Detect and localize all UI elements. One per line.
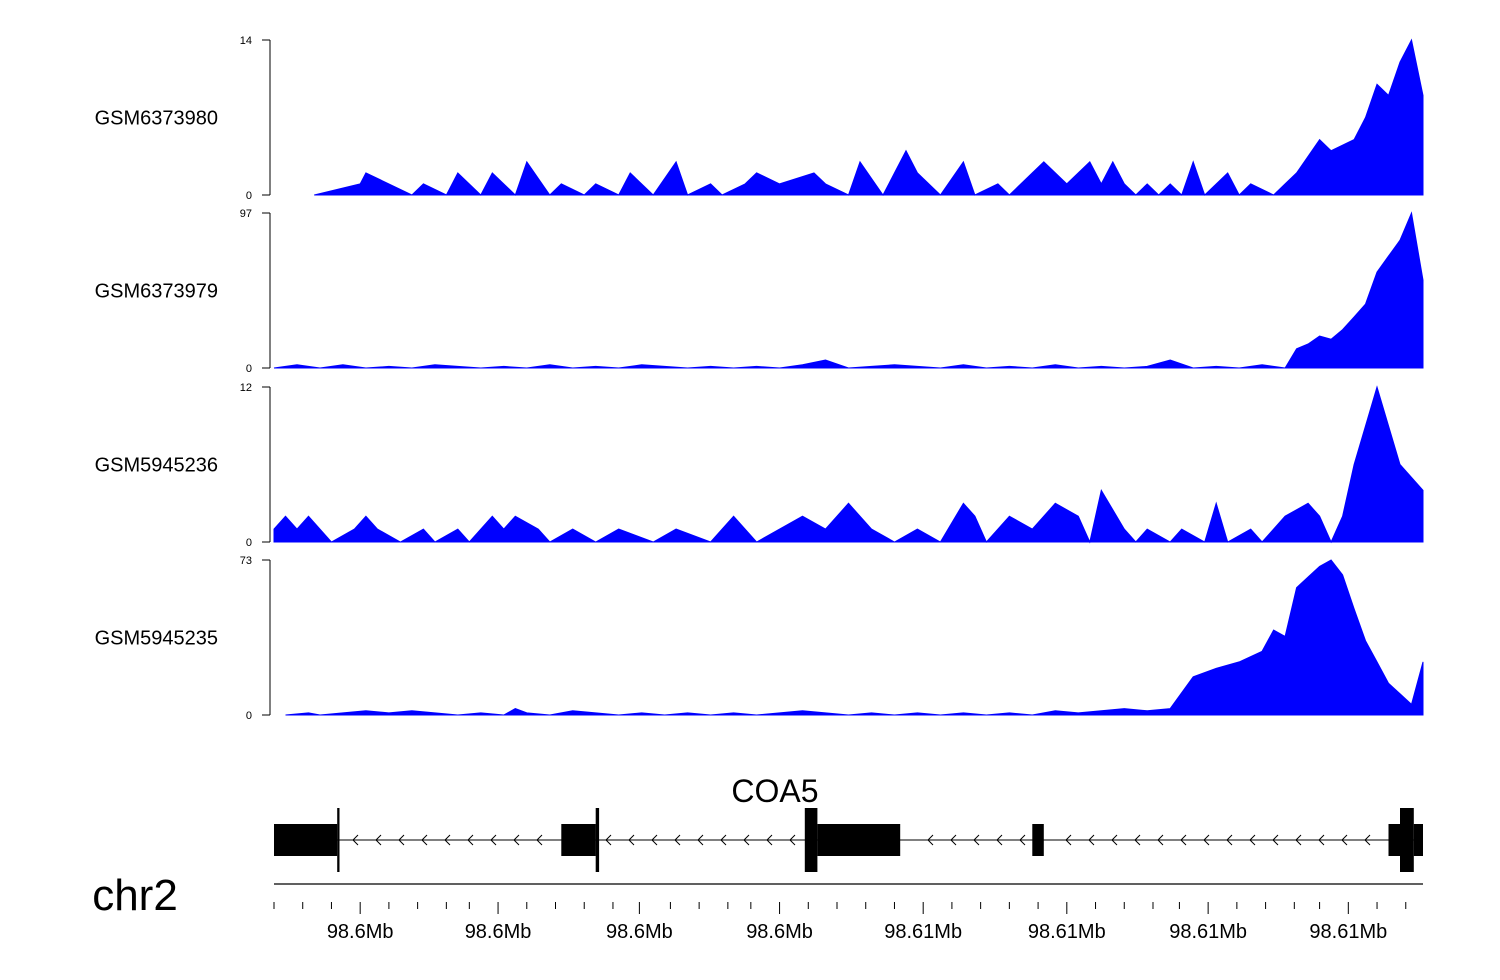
strand-arrow bbox=[996, 834, 1003, 846]
track-GSM5945235: GSM5945235 73 0 bbox=[95, 555, 1424, 722]
gene-exon bbox=[561, 824, 596, 856]
axis-tick-label: 98.61Mb bbox=[1169, 921, 1247, 943]
chromosome-label: chr2 bbox=[92, 871, 178, 920]
coverage-tracks: GSM6373980140GSM6373979970GSM5945236120G… bbox=[95, 35, 1424, 722]
strand-arrow bbox=[490, 834, 497, 846]
strand-arrow bbox=[536, 834, 543, 846]
strand-arrow bbox=[513, 834, 520, 846]
strand-arrow bbox=[1295, 834, 1302, 846]
gene-exon bbox=[804, 808, 818, 872]
strand-arrow bbox=[927, 834, 934, 846]
gene-track: COA5 bbox=[274, 773, 1423, 872]
strand-arrow bbox=[375, 834, 382, 846]
strand-arrow bbox=[1364, 834, 1371, 846]
strand-arrow bbox=[1226, 834, 1233, 846]
strand-arrow bbox=[605, 834, 612, 846]
strand-arrow bbox=[1019, 834, 1026, 846]
track-GSM6373980: GSM6373980 14 0 bbox=[95, 35, 1424, 202]
strand-arrow bbox=[1065, 834, 1072, 846]
strand-arrow bbox=[398, 834, 405, 846]
strand-arrow bbox=[1111, 834, 1118, 846]
strand-arrow bbox=[697, 834, 704, 846]
y-tick-min-label: 0 bbox=[246, 190, 252, 202]
strand-arrow bbox=[674, 834, 681, 846]
strand-arrow bbox=[1203, 834, 1210, 846]
coverage-area bbox=[314, 38, 1424, 196]
genome-axis: chr2 98.6Mb 98.6Mb 98.6Mb 98.6Mb 98.61Mb 98.61… bbox=[92, 871, 1423, 943]
gene-exon bbox=[1400, 808, 1414, 872]
y-tick-max-label: 12 bbox=[240, 382, 252, 394]
strand-arrow bbox=[950, 834, 957, 846]
strand-arrow bbox=[789, 834, 796, 846]
gene-exon bbox=[595, 808, 600, 872]
gene-exon bbox=[337, 808, 340, 872]
gene-exon bbox=[1413, 824, 1423, 856]
axis-tick-label: 98.6Mb bbox=[327, 921, 394, 943]
strand-arrow bbox=[973, 834, 980, 846]
gene-exon bbox=[1032, 824, 1044, 856]
strand-arrow bbox=[421, 834, 428, 846]
strand-arrow bbox=[1088, 834, 1095, 846]
axis-tick-label: 98.61Mb bbox=[1028, 921, 1106, 943]
coverage-area bbox=[273, 385, 1424, 544]
track-label: GSM5945235 bbox=[95, 628, 218, 650]
y-tick-max-label: 73 bbox=[240, 555, 252, 567]
track-GSM6373979: GSM6373979 97 0 bbox=[95, 208, 1424, 375]
strand-arrow bbox=[720, 834, 727, 846]
strand-arrow bbox=[1341, 834, 1348, 846]
strand-arrow bbox=[651, 834, 658, 846]
axis-tick-label: 98.6Mb bbox=[465, 921, 532, 943]
axis-tick-label: 98.61Mb bbox=[884, 921, 962, 943]
track-label: GSM5945236 bbox=[95, 455, 218, 477]
track-GSM5945236: GSM5945236 12 0 bbox=[95, 382, 1424, 549]
strand-arrow bbox=[766, 834, 773, 846]
strand-arrow bbox=[1318, 834, 1325, 846]
axis-tick-label: 98.61Mb bbox=[1309, 921, 1387, 943]
gene-name-label: COA5 bbox=[731, 773, 818, 809]
coverage-area bbox=[285, 559, 1424, 716]
strand-arrow bbox=[1180, 834, 1187, 846]
strand-arrow bbox=[1249, 834, 1256, 846]
gene-exon bbox=[817, 824, 901, 856]
track-label: GSM6373980 bbox=[95, 108, 218, 130]
y-tick-min-label: 0 bbox=[246, 710, 252, 722]
gene-exon bbox=[274, 824, 338, 856]
strand-arrow bbox=[352, 834, 359, 846]
y-tick-min-label: 0 bbox=[246, 363, 252, 375]
strand-arrow bbox=[444, 834, 451, 846]
track-label: GSM6373979 bbox=[95, 281, 218, 303]
strand-arrow bbox=[1134, 834, 1141, 846]
strand-arrow bbox=[628, 834, 635, 846]
axis-tick-label: 98.6Mb bbox=[606, 921, 673, 943]
y-tick-max-label: 14 bbox=[240, 35, 252, 47]
strand-arrow bbox=[1272, 834, 1279, 846]
axis-tick-label: 98.6Mb bbox=[746, 921, 813, 943]
y-tick-min-label: 0 bbox=[246, 537, 252, 549]
gene-exon bbox=[1388, 824, 1400, 856]
strand-arrow bbox=[467, 834, 474, 846]
coverage-area bbox=[273, 211, 1424, 369]
strand-arrow bbox=[1157, 834, 1164, 846]
y-tick-max-label: 97 bbox=[240, 208, 252, 220]
strand-arrow bbox=[743, 834, 750, 846]
